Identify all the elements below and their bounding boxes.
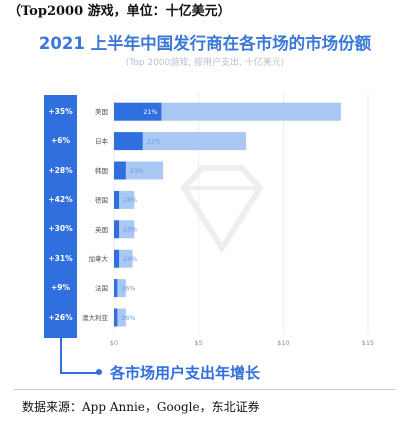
category-label: 德国	[95, 195, 108, 204]
category-label: 韩国	[95, 166, 108, 175]
legend-label: 各市场用户支出年增长	[110, 364, 261, 382]
bar-other-segment	[161, 102, 341, 121]
bar-other-segment	[117, 308, 126, 327]
growth-label: +30%	[48, 224, 73, 234]
legend-connector-horizontal	[60, 372, 98, 374]
growth-label: +31%	[48, 253, 73, 263]
chart-title: 2021 上半年中国发行商在各市场的市场份额	[38, 34, 372, 53]
category-label: 美国	[95, 107, 108, 116]
legend-dot	[96, 369, 102, 375]
bar-china-segment	[114, 102, 162, 121]
bar-other-segment	[119, 220, 135, 239]
growth-label: +9%	[50, 283, 71, 293]
share-label: 24%	[123, 256, 137, 263]
category-label: 法国	[95, 284, 108, 293]
share-label: 26%	[121, 285, 135, 292]
growth-label: +35%	[48, 106, 73, 116]
source-note: 数据来源：App Annie，Google，东北证券	[22, 400, 260, 414]
table-caption: （Top2000 游戏，单位：十亿美元）	[8, 4, 231, 19]
growth-label: +28%	[48, 165, 73, 175]
chart-subtitle: (Top 2000游戏, 按用户支出, 十亿美元)	[125, 58, 285, 68]
category-label: 英国	[95, 225, 108, 234]
share-label: 26%	[121, 315, 135, 322]
bar-china-segment	[114, 279, 118, 298]
share-label: 23%	[130, 168, 144, 175]
legend-connector-vertical	[60, 338, 62, 372]
bar-other-segment	[119, 249, 133, 268]
share-label: 23%	[123, 227, 137, 234]
divider	[14, 389, 396, 390]
x-tick-label: $15	[362, 339, 374, 347]
category-label: 澳大利亚	[82, 313, 109, 322]
watermark-diamond	[180, 165, 264, 254]
bar-china-segment	[114, 190, 120, 209]
category-label: 日本	[95, 137, 109, 146]
bar-china-segment	[114, 161, 126, 180]
share-label: 21%	[143, 109, 157, 116]
bar-other-segment	[125, 161, 164, 180]
share-label: 28%	[123, 197, 137, 204]
bar-china-segment	[114, 308, 118, 327]
growth-label: +42%	[48, 194, 73, 204]
x-tick-label: $0	[110, 339, 118, 347]
growth-label: +26%	[48, 312, 73, 322]
growth-label: +6%	[50, 136, 71, 146]
growth-panel: +35% +6% +28% +42% +30% +31% +9% +26%	[44, 95, 77, 338]
bar-other-segment	[119, 190, 135, 209]
bar-china-segment	[114, 249, 120, 268]
share-label: 22%	[147, 138, 161, 145]
bar-china-segment	[114, 132, 143, 151]
x-tick-label: $10	[277, 339, 289, 347]
category-label: 加拿大	[89, 254, 109, 263]
bar-other-segment	[117, 279, 126, 298]
bar-china-segment	[114, 220, 120, 239]
x-tick-label: $5	[195, 339, 203, 347]
bar-other-segment	[142, 132, 247, 151]
